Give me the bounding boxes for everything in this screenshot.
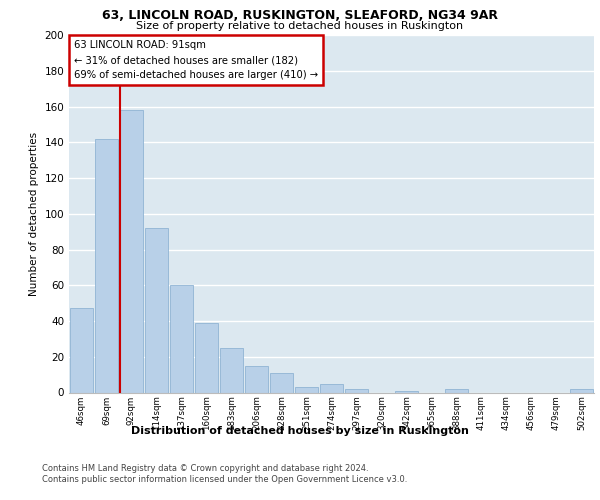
Bar: [120, 110, 143, 393]
Text: Size of property relative to detached houses in Ruskington: Size of property relative to detached ho…: [136, 21, 464, 31]
Bar: [195, 323, 218, 392]
Bar: [345, 389, 368, 392]
Bar: [395, 390, 418, 392]
Y-axis label: Number of detached properties: Number of detached properties: [29, 132, 39, 296]
Bar: [320, 384, 343, 392]
Bar: [220, 348, 243, 393]
Text: Contains public sector information licensed under the Open Government Licence v3: Contains public sector information licen…: [42, 475, 407, 484]
Bar: [245, 366, 268, 392]
Bar: [270, 373, 293, 392]
Text: Distribution of detached houses by size in Ruskington: Distribution of detached houses by size …: [131, 426, 469, 436]
Bar: [70, 308, 93, 392]
Bar: [95, 138, 118, 392]
Text: 63, LINCOLN ROAD, RUSKINGTON, SLEAFORD, NG34 9AR: 63, LINCOLN ROAD, RUSKINGTON, SLEAFORD, …: [102, 9, 498, 22]
Bar: [295, 387, 318, 392]
Text: 63 LINCOLN ROAD: 91sqm
← 31% of detached houses are smaller (182)
69% of semi-de: 63 LINCOLN ROAD: 91sqm ← 31% of detached…: [74, 40, 319, 80]
Bar: [570, 389, 593, 392]
Bar: [145, 228, 168, 392]
Text: Contains HM Land Registry data © Crown copyright and database right 2024.: Contains HM Land Registry data © Crown c…: [42, 464, 368, 473]
Bar: [445, 389, 468, 392]
Bar: [170, 285, 193, 393]
